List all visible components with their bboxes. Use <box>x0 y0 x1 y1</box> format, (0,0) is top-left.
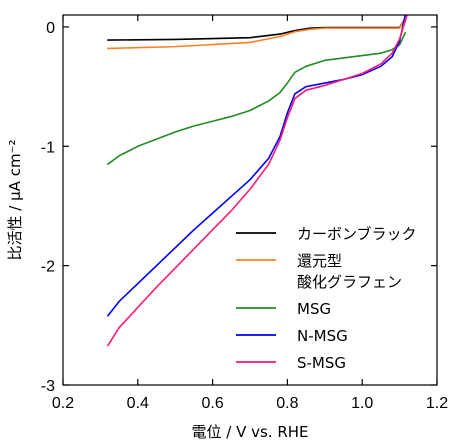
y-tick-label: -3 <box>41 378 55 395</box>
legend-label-4: N-MSG <box>297 327 348 345</box>
ticks-layer: 0.2 0.4 0.6 0.8 1.0 1.2 0 -1 -2 -3 <box>41 15 448 412</box>
x-tick-label: 0.4 <box>127 395 149 412</box>
x-axis-label: 電位 / V vs. RHE <box>191 423 308 440</box>
legend-label-2: 還元型酸化グラフェン <box>297 252 402 291</box>
x-tick-label: 0.8 <box>276 395 298 412</box>
y-tick-label: -1 <box>41 139 55 156</box>
x-tick-label: 1.2 <box>426 395 448 412</box>
x-tick-label: 1.0 <box>351 395 373 412</box>
y-tick-label: -2 <box>41 259 55 276</box>
legend-label-5: S-MSG <box>297 354 346 372</box>
plot-frame <box>62 14 438 386</box>
y-axis-label: 比活性 / μA cm⁻² <box>6 140 24 261</box>
series-layer <box>107 15 408 347</box>
series-line-4 <box>107 15 407 317</box>
legend-label-1: カーボンブラック <box>297 225 417 243</box>
series-line-5 <box>107 15 408 347</box>
x-tick-label: 0.6 <box>201 395 223 412</box>
legend-label-3: MSG <box>297 300 331 318</box>
series-line-3 <box>107 32 407 165</box>
x-tick-label: 0.2 <box>52 395 74 412</box>
plot-area <box>63 15 437 385</box>
y-tick-label: 0 <box>46 20 55 37</box>
series-line-2 <box>107 20 405 50</box>
